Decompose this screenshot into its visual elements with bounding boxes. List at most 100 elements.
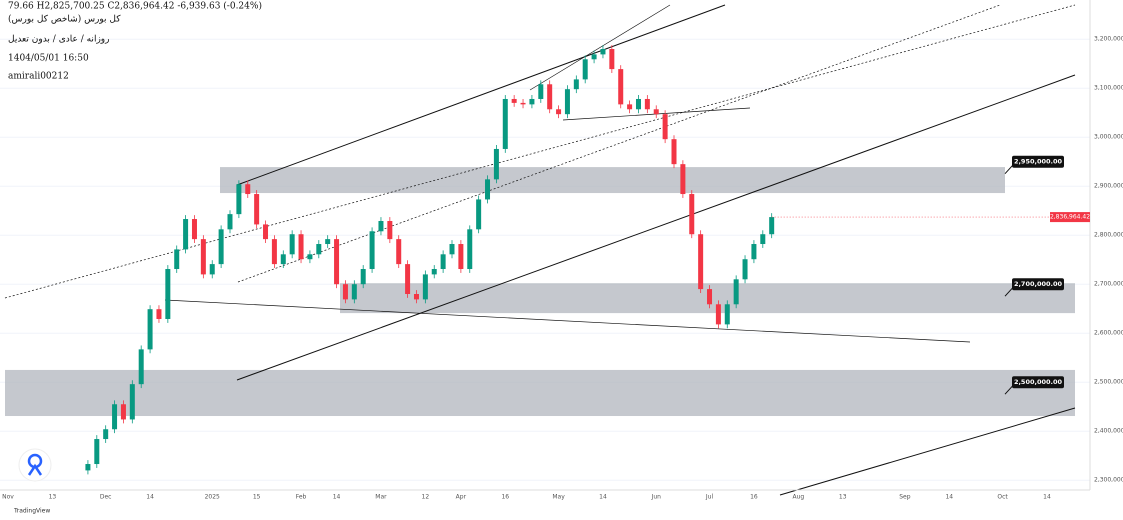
x-tick-label: 13 (49, 494, 57, 501)
x-tick-label: Aug (792, 494, 804, 501)
x-tick-label: 14 (146, 494, 154, 501)
candle-body (564, 89, 570, 115)
watermark: TradingView (13, 508, 50, 515)
trend-line (779, 407, 1076, 496)
last-price-box (1050, 212, 1090, 223)
timestamp: 1404/05/01 16:50 (8, 54, 89, 64)
candle-body (458, 244, 464, 270)
candle-body (271, 239, 277, 265)
candle-body (449, 244, 455, 255)
candle-body (618, 69, 624, 105)
zone-label-box (1012, 278, 1064, 291)
candle-body (183, 219, 189, 250)
y-tick-label: 2,700,000.00 (1094, 281, 1123, 288)
x-tick-label: Sep (899, 494, 911, 501)
candle-body (591, 54, 597, 60)
candle-body (635, 98, 641, 110)
x-tick-label: 16 (501, 494, 509, 501)
x-tick-label: 13 (839, 494, 847, 501)
x-tick-label: Jul (705, 494, 714, 501)
candle-body (378, 220, 384, 232)
candle-body (263, 224, 269, 240)
candle-body (387, 220, 393, 240)
candle-body (538, 84, 544, 99)
candle-body (85, 464, 91, 471)
candle-body (573, 79, 579, 90)
zone-label-box (1012, 155, 1064, 168)
trend-line (529, 4, 671, 91)
candle-body (396, 239, 402, 265)
candle-body (316, 244, 322, 255)
candle-body (200, 239, 206, 275)
y-tick-label: 2,500,000.00 (1094, 379, 1123, 386)
candle-body (94, 439, 100, 465)
zone-label: 2,500,000.00 (1014, 378, 1063, 386)
candle-body (511, 98, 517, 103)
logo (18, 448, 52, 482)
y-tick-label: 2,800,000.00 (1094, 232, 1123, 239)
candle-body (476, 199, 482, 230)
x-tick-label: 14 (599, 494, 607, 501)
candle-body (698, 234, 704, 290)
x-tick-label: Jun (651, 494, 662, 501)
zone-label-box (1012, 376, 1064, 389)
y-tick-label: 2,300,000.00 (1094, 477, 1123, 484)
candle-body (342, 284, 348, 300)
x-tick-label: 14 (945, 494, 953, 501)
candle-body (707, 289, 713, 305)
ohlc-text: 79.66 H2,825,700.25 C2,836,964.42 -6,939… (8, 1, 262, 12)
candle-body (120, 404, 126, 420)
candle-body (147, 309, 153, 350)
x-tick-label: 2025 (205, 494, 220, 501)
candle-body (769, 217, 775, 235)
x-tick-label: May (552, 494, 565, 501)
y-tick-label: 2,900,000.00 (1094, 183, 1123, 190)
candle-body (431, 269, 437, 275)
candle-body (422, 274, 428, 300)
y-tick-label: 3,000,000.00 (1094, 134, 1123, 141)
candle-body (218, 229, 224, 265)
x-tick-label: Feb (296, 494, 307, 501)
candle-body (627, 104, 633, 110)
candle-body (485, 179, 491, 200)
x-tick-label: Apr (456, 494, 467, 501)
x-tick-label: 14 (333, 494, 341, 501)
candle-body (547, 84, 553, 110)
x-tick-label: 15 (253, 494, 261, 501)
candle-body (360, 269, 366, 285)
candle-body (280, 254, 286, 265)
candles (85, 45, 1090, 475)
chart-title: کل بورس (شاخص کل بورس) (8, 14, 121, 25)
x-tick-label: Mar (375, 494, 387, 501)
x-tick-label: Oct (997, 494, 1008, 501)
candle-body (467, 229, 473, 270)
candle-body (609, 49, 615, 70)
candle-body (653, 109, 659, 115)
candle-body (209, 264, 215, 275)
candle-body (405, 264, 411, 294)
x-tick-label: 16 (750, 494, 758, 501)
candle-body (351, 284, 357, 300)
candle-body (529, 98, 535, 105)
zone-label: 2,700,000.00 (1014, 280, 1063, 288)
candle-body (307, 254, 313, 260)
candle-body (165, 269, 171, 319)
candle-body (502, 98, 508, 149)
y-tick-label: 3,100,000.00 (1094, 85, 1123, 92)
trend-line (164, 299, 971, 343)
author: amirali00212 (8, 72, 69, 82)
candle-body (742, 259, 748, 280)
trend-line (236, 74, 1076, 381)
last-price-label: 2,836,964.42 (1050, 214, 1090, 221)
candle-body (440, 254, 446, 270)
candle-body (298, 234, 304, 260)
candle-body (245, 184, 251, 195)
candle-body (751, 244, 757, 260)
candle-body (556, 109, 562, 115)
candle-body (325, 239, 331, 245)
candle-body (600, 49, 606, 55)
candle-body (715, 304, 721, 325)
candle-body (582, 59, 588, 80)
candle-body (369, 231, 375, 270)
candle-body (760, 234, 766, 245)
